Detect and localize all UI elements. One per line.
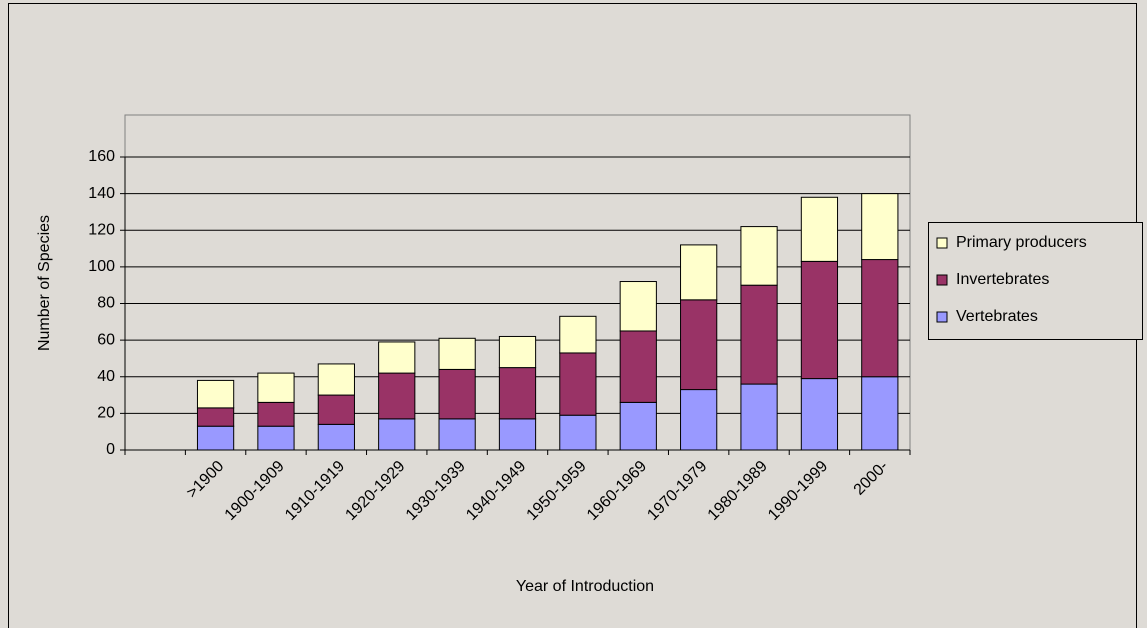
y-tick-label: 60 xyxy=(97,331,115,348)
bar-segment xyxy=(800,378,839,451)
bar-segment xyxy=(680,244,718,301)
bar-segment xyxy=(559,352,597,416)
bar-segment xyxy=(680,389,718,451)
bar-segment xyxy=(257,425,295,451)
legend-swatch xyxy=(936,311,948,323)
legend-label: Primary producers xyxy=(956,234,1087,251)
bar-segment xyxy=(800,260,839,380)
bar-segment xyxy=(498,367,537,420)
bar-segment xyxy=(378,372,416,420)
bar-segment xyxy=(619,330,657,403)
bar-segment xyxy=(619,401,657,451)
bar-segment xyxy=(317,423,355,451)
legend-label: Invertebrates xyxy=(956,271,1049,288)
legend-label: Vertebrates xyxy=(956,308,1038,325)
bar-segment xyxy=(196,407,235,427)
bar-segment xyxy=(861,259,899,378)
bar-segment xyxy=(559,315,597,354)
bar-segment xyxy=(317,394,355,425)
legend-box xyxy=(928,222,1143,340)
bar-segment xyxy=(740,284,778,385)
y-tick-label: 20 xyxy=(97,405,115,422)
bar-segment xyxy=(800,196,839,262)
x-axis-label: Year of Introduction xyxy=(516,578,654,595)
bar-segment xyxy=(257,401,295,427)
bar-segment xyxy=(740,383,778,451)
y-axis-label: Number of Species xyxy=(36,215,53,351)
y-tick-label: 40 xyxy=(97,368,115,385)
y-tick-label: 0 xyxy=(106,441,115,458)
bar-segment xyxy=(257,372,295,403)
bar-segment xyxy=(317,363,355,396)
bar-segment xyxy=(740,226,778,286)
y-tick-label: 120 xyxy=(88,221,115,238)
y-tick-label: 100 xyxy=(88,258,115,275)
bar-segment xyxy=(438,418,476,451)
bar-segment xyxy=(861,193,899,261)
bar-segment xyxy=(559,414,597,451)
legend-swatch xyxy=(936,237,948,249)
bar-segment xyxy=(378,341,416,374)
y-tick-label: 160 xyxy=(88,148,115,165)
bar-segment xyxy=(196,425,235,451)
bar-segment xyxy=(619,281,657,332)
y-tick-label: 140 xyxy=(88,185,115,202)
bar-segment xyxy=(438,337,476,370)
bar-segment xyxy=(680,299,718,391)
bar-segment xyxy=(378,418,416,451)
legend-swatch xyxy=(936,274,948,286)
bar-segment xyxy=(861,376,899,451)
y-tick-label: 80 xyxy=(97,295,115,312)
bar-segment xyxy=(498,335,537,369)
bar-segment xyxy=(498,418,537,451)
bar-segment xyxy=(438,368,476,420)
bar-segment xyxy=(196,379,235,409)
